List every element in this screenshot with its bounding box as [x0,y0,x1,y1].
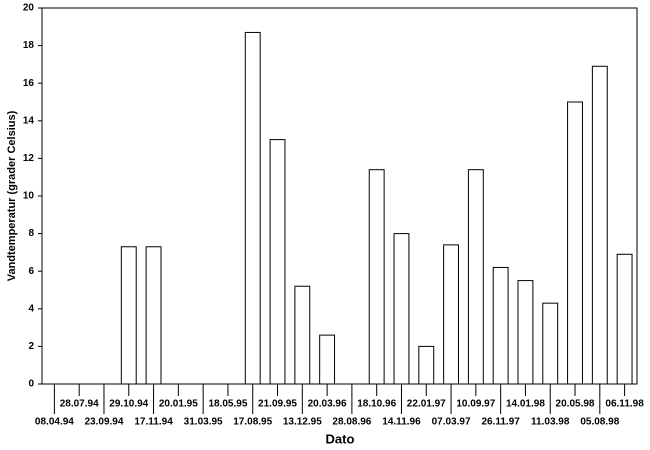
x-tick-label: 18.05.95 [208,399,247,410]
bar [567,101,583,385]
bar [120,246,137,385]
bar [319,334,336,385]
x-axis-title: Dato [326,431,355,446]
x-tick-label: 17.11.94 [134,417,173,428]
x-tick-label: 17.08.95 [233,417,272,428]
bar [517,280,534,385]
y-tick-label: 6 [28,266,34,277]
bar [145,246,162,385]
x-tick-label: 31.03.95 [184,417,223,428]
y-tick-label: 2 [28,341,34,352]
bar [591,65,608,385]
x-tick-label: 14.11.96 [382,417,421,428]
x-tick-label: 11.03.98 [531,417,570,428]
bar [467,169,484,385]
y-tick-label: 16 [23,78,35,89]
bar [269,139,286,385]
x-tick-label: 29.10.94 [109,399,148,410]
x-tick-label: 10.09.97 [456,399,495,410]
x-tick-label: 07.03.97 [432,417,471,428]
x-tick-label: 20.05.98 [556,399,595,410]
x-tick-label: 23.09.94 [85,417,124,428]
x-tick-label: 05.08.98 [580,417,619,428]
bar [393,233,410,385]
bar [542,302,559,385]
x-tick-label: 08.04.94 [35,417,74,428]
x-tick-label: 26.11.97 [481,417,520,428]
bar [492,266,509,385]
y-tick-label: 18 [23,40,35,51]
x-tick-label: 20.03.96 [308,399,347,410]
y-tick-label: 14 [23,115,35,126]
bar [244,31,261,385]
bar [368,169,385,385]
x-tick-label: 28.07.94 [60,399,99,410]
bar [418,345,435,385]
x-tick-label: 20.01.95 [159,399,198,410]
y-tick-label: 12 [23,153,35,164]
y-tick-label: 0 [28,379,34,390]
y-axis-title: Vandtemperatur (grader Celsius) [6,110,18,281]
bar [443,244,459,385]
x-tick-label: 28.08.96 [332,417,371,428]
x-tick-label: 22.01.97 [407,399,446,410]
y-tick-label: 10 [23,191,35,202]
x-tick-label: 18.10.96 [357,399,396,410]
y-tick-label: 4 [28,303,34,314]
x-tick-label: 06.11.98 [605,399,644,410]
x-tick-label: 13.12.95 [283,417,322,428]
x-tick-label: 21.09.95 [258,399,297,410]
x-tick-label: 14.01.98 [506,399,545,410]
bar [616,253,633,385]
y-tick-label: 20 [23,3,35,14]
y-tick-label: 8 [28,228,34,239]
bar [294,285,311,385]
